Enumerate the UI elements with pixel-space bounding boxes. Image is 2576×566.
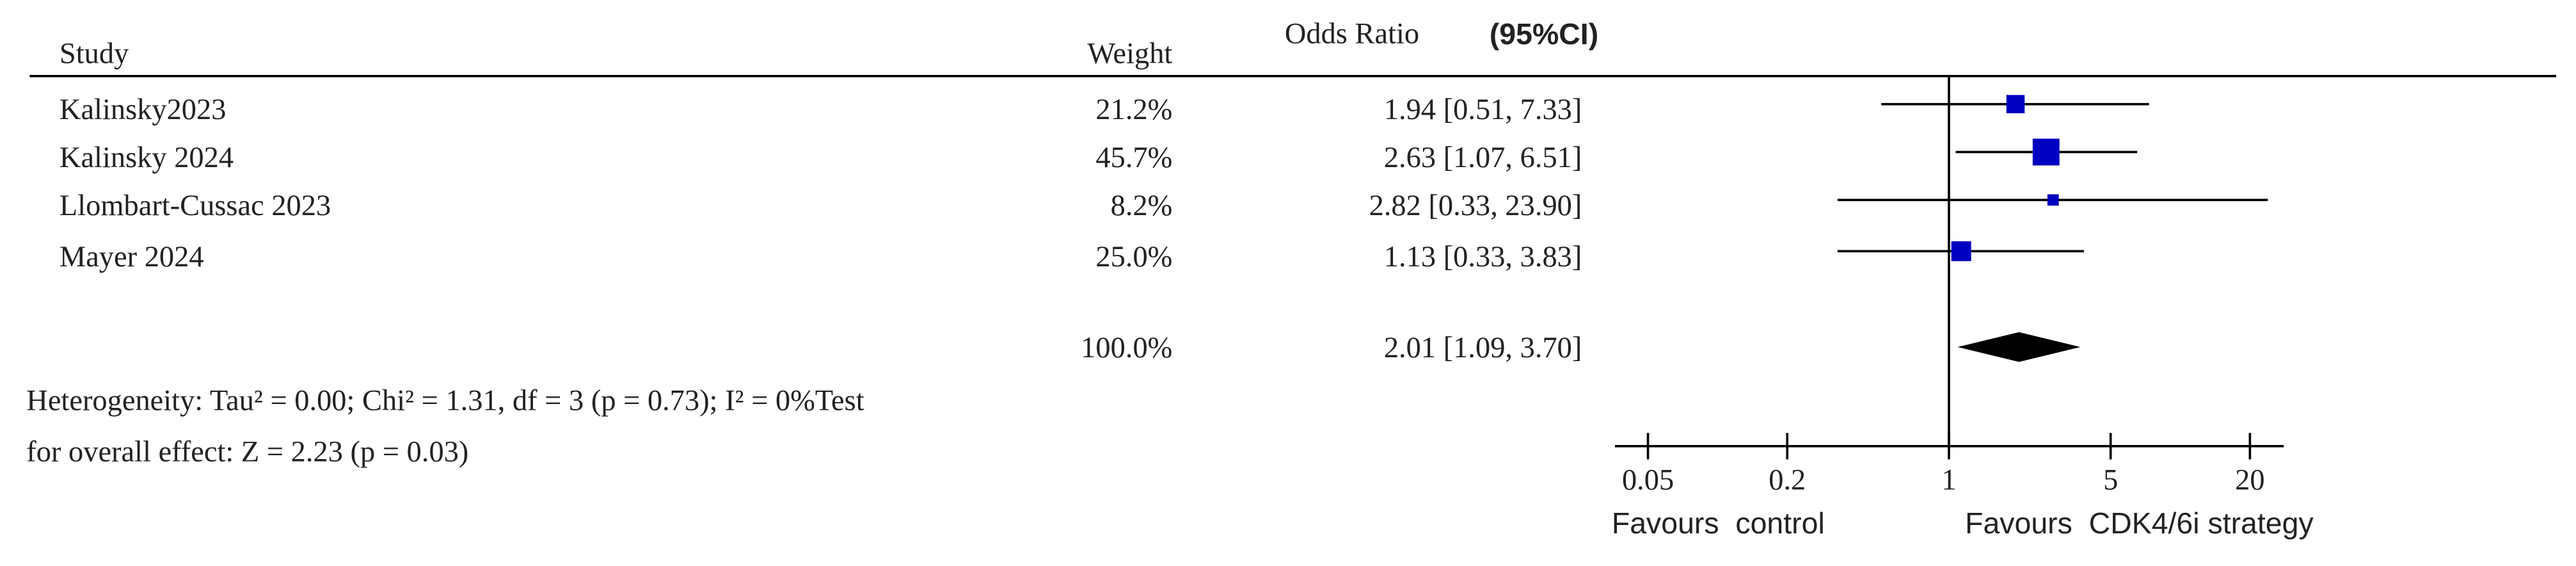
x-tick-label: 0.2 [1769, 464, 1806, 496]
total-weight: 100.0% [1081, 332, 1172, 364]
x-tick-label: 5 [2103, 464, 2118, 496]
weight-label: 45.7% [1095, 142, 1172, 174]
overall-effect-note: for overall effect: Z = 2.23 (p = 0.03) [26, 435, 468, 468]
x-tick-label: 20 [2235, 464, 2264, 496]
effect-label: 2.82 [0.33, 23.90] [1369, 190, 1582, 222]
favours-left: Favours control [1612, 506, 1825, 540]
effect-label: 2.63 [1.07, 6.51] [1384, 142, 1582, 174]
total-effect-label: 2.01 [1.09, 3.70] [1384, 332, 1582, 364]
study-name: Kalinsky2023 [60, 93, 227, 126]
effect-header: Odds Ratio [1285, 17, 1419, 50]
study-name: Mayer 2024 [60, 241, 204, 273]
effect-marker [2032, 138, 2060, 166]
total-diamond [1957, 332, 2081, 362]
effect-marker [2047, 194, 2059, 206]
x-tick-label: 1 [1941, 464, 1956, 496]
effect-marker [1951, 241, 1971, 261]
weight-label: 8.2% [1111, 190, 1173, 222]
effect-label: 1.94 [0.51, 7.33] [1384, 93, 1582, 126]
ci-header: (95%CI) [1490, 17, 1598, 51]
favours-right: Favours CDK4/6i strategy [1965, 506, 2314, 540]
weight-label: 25.0% [1095, 241, 1172, 273]
weight-label: 21.2% [1095, 93, 1172, 126]
x-tick-label: 0.05 [1622, 464, 1674, 496]
study-name: Kalinsky 2024 [60, 142, 234, 174]
effect-label: 1.13 [0.33, 3.83] [1384, 241, 1582, 273]
study-name: Llombart-Cussac 2023 [60, 190, 331, 222]
effect-marker [2006, 95, 2025, 113]
study-header: Study [60, 37, 129, 70]
heterogeneity-note: Heterogeneity: Tau² = 0.00; Chi² = 1.31,… [26, 384, 864, 417]
weight-header: Weight [1087, 37, 1172, 70]
